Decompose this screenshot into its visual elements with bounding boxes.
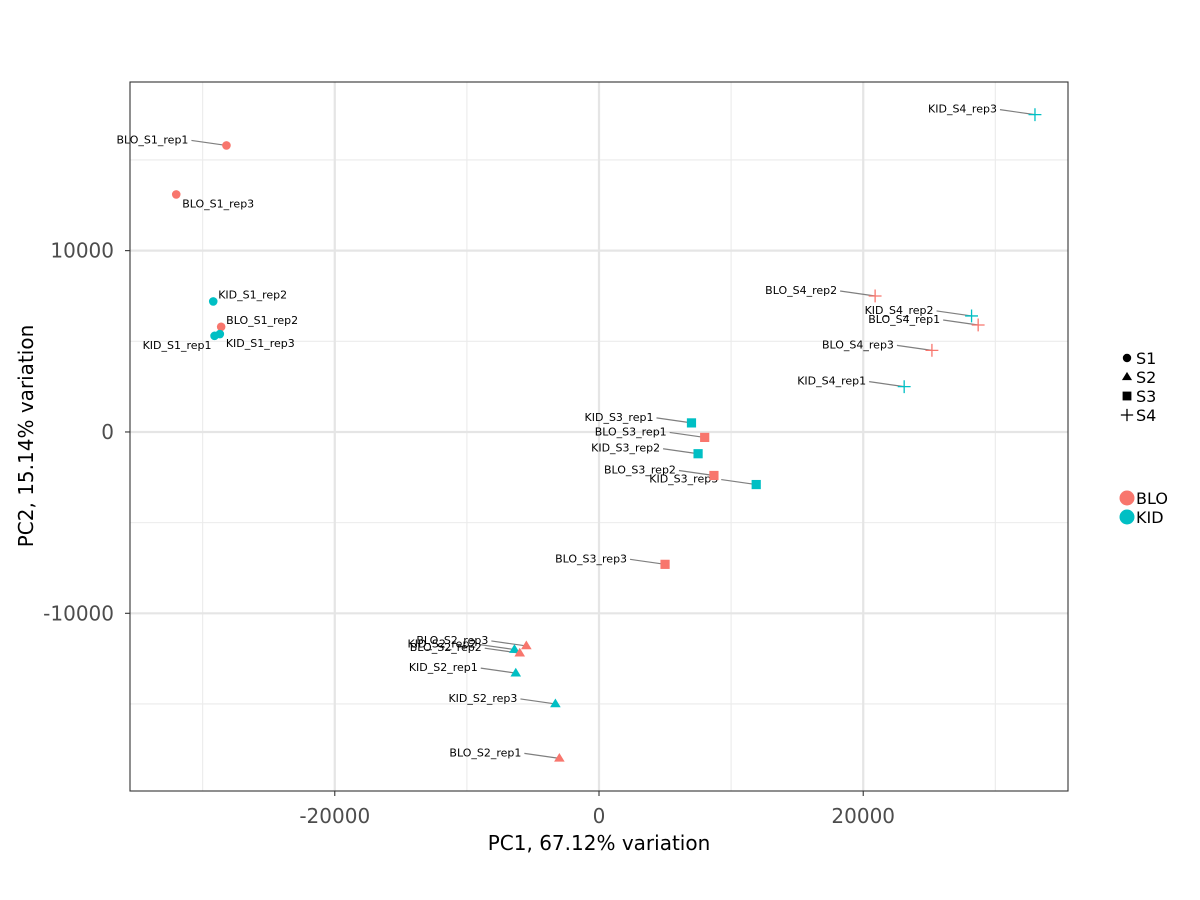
point-label: KID_S2_rep2 [407,638,476,651]
point-label: BLO_S4_rep3 [822,338,894,351]
point-kid-s1-rep2 [208,297,218,306]
point-blo-s3-rep1 [700,432,710,443]
point-kid-s3-rep2 [693,449,703,459]
legend-key-s3 [1122,391,1132,401]
y-tick-label: 10000 [50,239,114,263]
label-connector [999,109,1036,116]
label-connector [936,310,972,317]
point-blo-s2-rep1 [554,752,565,762]
label-connector [520,698,556,705]
point-kid-s1-rep3 [215,329,225,339]
point-kid-s3-rep3 [751,479,761,490]
point-kid-s2-rep2 [509,644,520,653]
point-label: BLO_S1_rep3 [182,197,254,210]
label-connector [629,558,666,565]
legend-key-s4 [1120,408,1134,422]
legend-label-blo: BLO [1136,489,1168,508]
point-kid-s4-rep1 [897,380,911,394]
label-connector [479,643,515,651]
point-blo-s4-rep3 [925,343,939,357]
legend-label-s1: S1 [1136,349,1156,368]
point-label: KID_S2_rep3 [448,692,517,705]
point-label: BLO_S3_rep1 [595,425,667,438]
point-blo-s1-rep3 [171,190,181,199]
point-blo-s3-rep3 [660,559,670,569]
point-blo-s4-rep2 [868,289,882,303]
label-connector [840,290,876,297]
grid-lines [130,82,1068,791]
legend-key-kid [1119,509,1135,525]
point-label: BLO_S4_rep1 [868,313,940,326]
point-label: KID_S4_rep1 [797,375,866,388]
point-label: BLO_S4_rep2 [765,284,837,297]
label-connector [480,667,516,674]
x-tick-label: 20000 [831,804,895,828]
legend-label-s3: S3 [1136,387,1156,406]
point-label: BLO_S1_rep1 [116,133,188,146]
point-label: KID_S2_rep1 [409,661,478,674]
label-connector [678,469,715,477]
label-connector [191,139,227,147]
x-tick-label: 0 [593,804,606,828]
label-connector [491,640,527,647]
legend-key-s1 [1122,353,1132,363]
point-label: BLO_S2_rep1 [449,746,521,759]
label-connector [721,478,757,486]
point-blo-s2-rep2 [514,647,526,657]
point-kid-s3-rep1 [686,418,697,428]
x-axis-title: PC1, 67.12% variation [488,831,711,855]
point-label: BLO_S3_rep3 [555,552,627,565]
legend-label-kid: KID [1136,508,1164,527]
point-label: BLO_S1_rep2 [226,314,298,327]
point-labels: BLO_S1_rep1 BLO_S1_rep3 KID_S1_rep2 BLO_S1_… [116,103,1036,759]
point-label: BLO_S2_rep3 [416,634,488,647]
data-points [171,108,1042,762]
label-connector [669,431,705,439]
point-label: KID_S4_rep3 [928,103,997,116]
label-connector [869,381,905,388]
point-kid-s4-rep3 [1028,108,1042,122]
label-connector [943,319,979,326]
point-kid-s2-rep1 [510,667,522,677]
point-blo-s2-rep3 [521,640,532,650]
point-label: KID_S3_rep1 [585,411,654,424]
point-label: KID_S3_rep3 [649,473,718,486]
y-tick-label: 0 [101,420,114,444]
legend-label-s4: S4 [1136,406,1156,425]
x-tick-label: -20000 [299,804,370,828]
point-label: KID_S1_rep2 [218,288,287,301]
y-axis-title: PC2, 15.14% variation [14,325,38,548]
point-label: KID_S1_rep1 [143,339,212,352]
label-connector [656,417,692,424]
point-label: KID_S1_rep3 [226,337,295,350]
point-blo-s3-rep2 [709,470,719,481]
legend-key-s2 [1121,371,1133,381]
point-label: BLO_S2_rep2 [410,641,482,654]
point-kid-s2-rep3 [550,698,561,708]
point-blo-s4-rep1 [971,318,985,332]
point-label: KID_S4_rep2 [865,304,934,317]
point-label: KID_S3_rep2 [591,442,660,455]
point-kid-s4-rep2 [965,309,978,323]
axes: -20000 0 20000 -10000 0 10000 [43,239,895,828]
point-blo-s1-rep1 [222,141,231,150]
legend-key-blo [1119,490,1135,506]
label-connector [896,344,933,351]
label-connector [524,752,560,759]
y-tick-label: -10000 [43,601,114,625]
legend-label-s2: S2 [1136,368,1156,387]
label-connector [662,448,699,455]
point-label: BLO_S3_rep2 [604,463,676,476]
point-blo-s1-rep2 [216,322,226,332]
